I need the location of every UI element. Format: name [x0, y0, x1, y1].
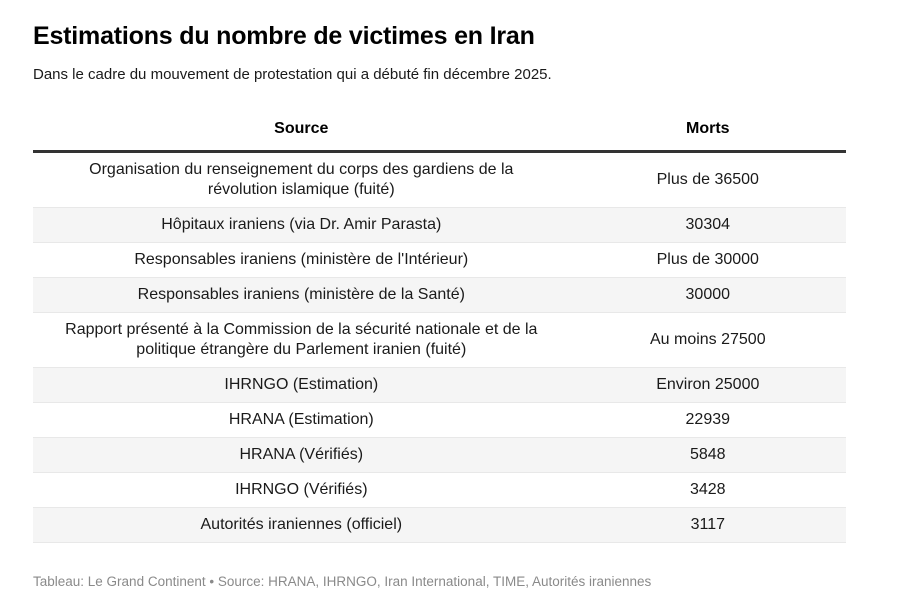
data-table: Source Morts Organisation du renseigneme…	[33, 111, 846, 544]
table-row: Organisation du renseignement du corps d…	[33, 152, 846, 208]
deaths-cell: Plus de 30000	[656, 251, 759, 269]
column-header-source: Source	[33, 111, 570, 154]
table-row: Responsables iraniens (ministère de la S…	[33, 277, 846, 313]
subtitle: Dans le cadre du mouvement de protestati…	[33, 65, 552, 83]
table-row: Autorités iraniennes (officiel) 3117	[33, 507, 846, 543]
table-visualization: Estimations du nombre de victimes en Ira…	[33, 22, 846, 590]
source-cell: IHRNGO (Estimation)	[224, 376, 379, 394]
deaths-cell: Environ 25000	[656, 376, 760, 394]
table-row: Rapport présenté à la Commission de la s…	[33, 312, 846, 368]
source-cell: IHRNGO (Vérifiés)	[235, 481, 368, 499]
source-cell: Responsables iraniens (ministère de la S…	[137, 286, 465, 304]
table-row: IHRNGO (Vérifiés) 3428	[33, 472, 846, 508]
source-cell: HRANA (Vérifiés)	[239, 446, 364, 464]
page-title: Estimations du nombre de victimes en Ira…	[33, 22, 535, 50]
footer-credit: Tableau: Le Grand Continent • Source: HR…	[33, 574, 652, 590]
source-cell: Autorités iraniennes (officiel)	[200, 516, 403, 534]
source-cell: Responsables iraniens (ministère de l'In…	[134, 251, 469, 269]
table-row: Hôpitaux iraniens (via Dr. Amir Parasta)…	[33, 207, 846, 243]
table-body: Organisation du renseignement du corps d…	[33, 152, 846, 543]
deaths-cell: Plus de 36500	[656, 171, 759, 189]
table-row: HRANA (Estimation) 22939	[33, 402, 846, 438]
column-header-morts: Morts	[569, 111, 846, 154]
source-cell: Organisation du renseignement du corps d…	[89, 161, 514, 199]
table-row: HRANA (Vérifiés) 5848	[33, 437, 846, 473]
deaths-cell: 30000	[685, 286, 731, 304]
header-row: Source Morts	[33, 111, 846, 154]
table-row: Responsables iraniens (ministère de l'In…	[33, 242, 846, 278]
deaths-cell: Au moins 27500	[649, 331, 766, 349]
source-cell: Hôpitaux iraniens (via Dr. Amir Parasta)	[161, 216, 442, 234]
deaths-cell: 5848	[689, 446, 726, 464]
deaths-cell: 30304	[685, 216, 731, 234]
deaths-cell: 22939	[685, 411, 731, 429]
deaths-cell: 3428	[689, 481, 726, 499]
deaths-cell: 3117	[690, 516, 725, 534]
table-row: IHRNGO (Estimation) Environ 25000	[33, 367, 846, 403]
source-cell: Rapport présenté à la Commission de la s…	[65, 321, 538, 359]
source-cell: HRANA (Estimation)	[228, 411, 374, 429]
